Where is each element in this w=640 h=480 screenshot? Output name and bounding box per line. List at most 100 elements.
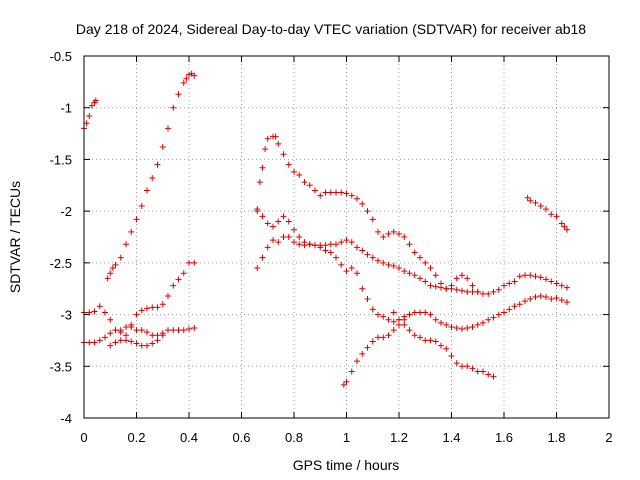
data-point: [448, 285, 455, 292]
data-point: [464, 288, 471, 295]
series-track-4: [81, 323, 198, 346]
data-point: [537, 202, 544, 209]
series-track-3: [81, 259, 198, 339]
data-point: [464, 275, 471, 282]
data-point: [375, 334, 381, 341]
data-point: [322, 242, 329, 249]
data-point: [406, 241, 413, 248]
data-point: [561, 223, 568, 230]
data-point: [401, 321, 408, 328]
data-point: [165, 327, 171, 334]
data-point: [459, 326, 465, 333]
data-point: [170, 327, 177, 334]
data-point: [301, 179, 308, 186]
data-point: [543, 276, 549, 283]
data-point: [144, 305, 150, 312]
x-axis-label: GPS time / hours: [293, 457, 400, 473]
data-point: [401, 234, 408, 240]
data-point: [88, 102, 95, 109]
x-tick-label: 0.4: [180, 430, 198, 445]
data-point: [138, 342, 145, 349]
data-point: [354, 195, 360, 202]
data-point: [369, 338, 376, 345]
data-point: [453, 325, 460, 332]
data-point: [427, 337, 434, 344]
data-point: [280, 151, 287, 158]
data-point: [469, 282, 476, 289]
data-point: [91, 308, 98, 315]
data-point: [102, 309, 108, 316]
data-point: [417, 334, 423, 341]
y-axis-label: SDTVAR / TECUs: [7, 181, 23, 293]
y-tick-label: -0.5: [50, 49, 72, 64]
data-point: [343, 268, 350, 275]
data-point: [138, 307, 145, 314]
data-point: [180, 327, 187, 334]
data-point: [128, 323, 135, 330]
data-point: [527, 296, 534, 303]
data-point: [91, 339, 98, 346]
data-point: [149, 175, 156, 182]
data-point: [522, 272, 528, 279]
data-point: [149, 332, 156, 339]
data-point: [490, 288, 497, 295]
data-point: [291, 226, 297, 233]
data-point: [438, 284, 444, 291]
data-point: [558, 297, 565, 304]
data-point: [438, 319, 444, 326]
data-point: [375, 311, 381, 318]
x-tick-label: 1.6: [495, 430, 513, 445]
data-point: [138, 202, 145, 209]
data-point: [270, 223, 276, 230]
data-point: [312, 187, 318, 194]
data-point: [422, 259, 429, 266]
data-point: [432, 272, 439, 279]
data-point: [359, 350, 366, 357]
series-track-10: [390, 309, 497, 380]
data-point: [259, 213, 266, 220]
data-point: [285, 161, 292, 168]
data-point: [354, 244, 360, 251]
data-point: [264, 135, 271, 142]
data-point: [522, 298, 528, 305]
data-point: [104, 275, 111, 282]
data-point: [548, 296, 555, 303]
data-point: [86, 112, 93, 119]
data-point: [396, 265, 402, 272]
data-point: [380, 313, 387, 320]
data-point: [427, 311, 434, 318]
data-point: [532, 199, 539, 206]
data-point: [275, 239, 282, 246]
data-point: [564, 226, 570, 233]
data-point: [406, 311, 413, 318]
data-point: [107, 316, 114, 323]
data-point: [359, 200, 366, 207]
data-point: [259, 164, 266, 171]
data-point: [117, 254, 124, 261]
data-point: [186, 259, 192, 266]
series-track-6: [254, 133, 481, 295]
data-point: [385, 261, 392, 268]
data-point: [527, 197, 534, 204]
data-point: [532, 273, 539, 280]
data-point: [369, 216, 376, 223]
data-point: [128, 338, 135, 345]
data-point: [501, 309, 507, 316]
data-point: [275, 140, 282, 147]
data-point: [301, 239, 308, 246]
data-point: [175, 91, 182, 98]
data-point: [516, 301, 523, 308]
data-point: [123, 332, 129, 339]
data-point: [464, 325, 471, 332]
data-point: [333, 241, 339, 248]
data-point: [390, 262, 397, 269]
data-point: [159, 144, 166, 151]
data-point: [133, 311, 140, 318]
data-point: [96, 303, 103, 310]
data-point: [485, 371, 492, 378]
data-point: [123, 323, 129, 330]
data-point: [327, 249, 334, 256]
grid-lines: [84, 56, 609, 418]
data-point: [327, 189, 334, 196]
data-point: [469, 288, 476, 295]
